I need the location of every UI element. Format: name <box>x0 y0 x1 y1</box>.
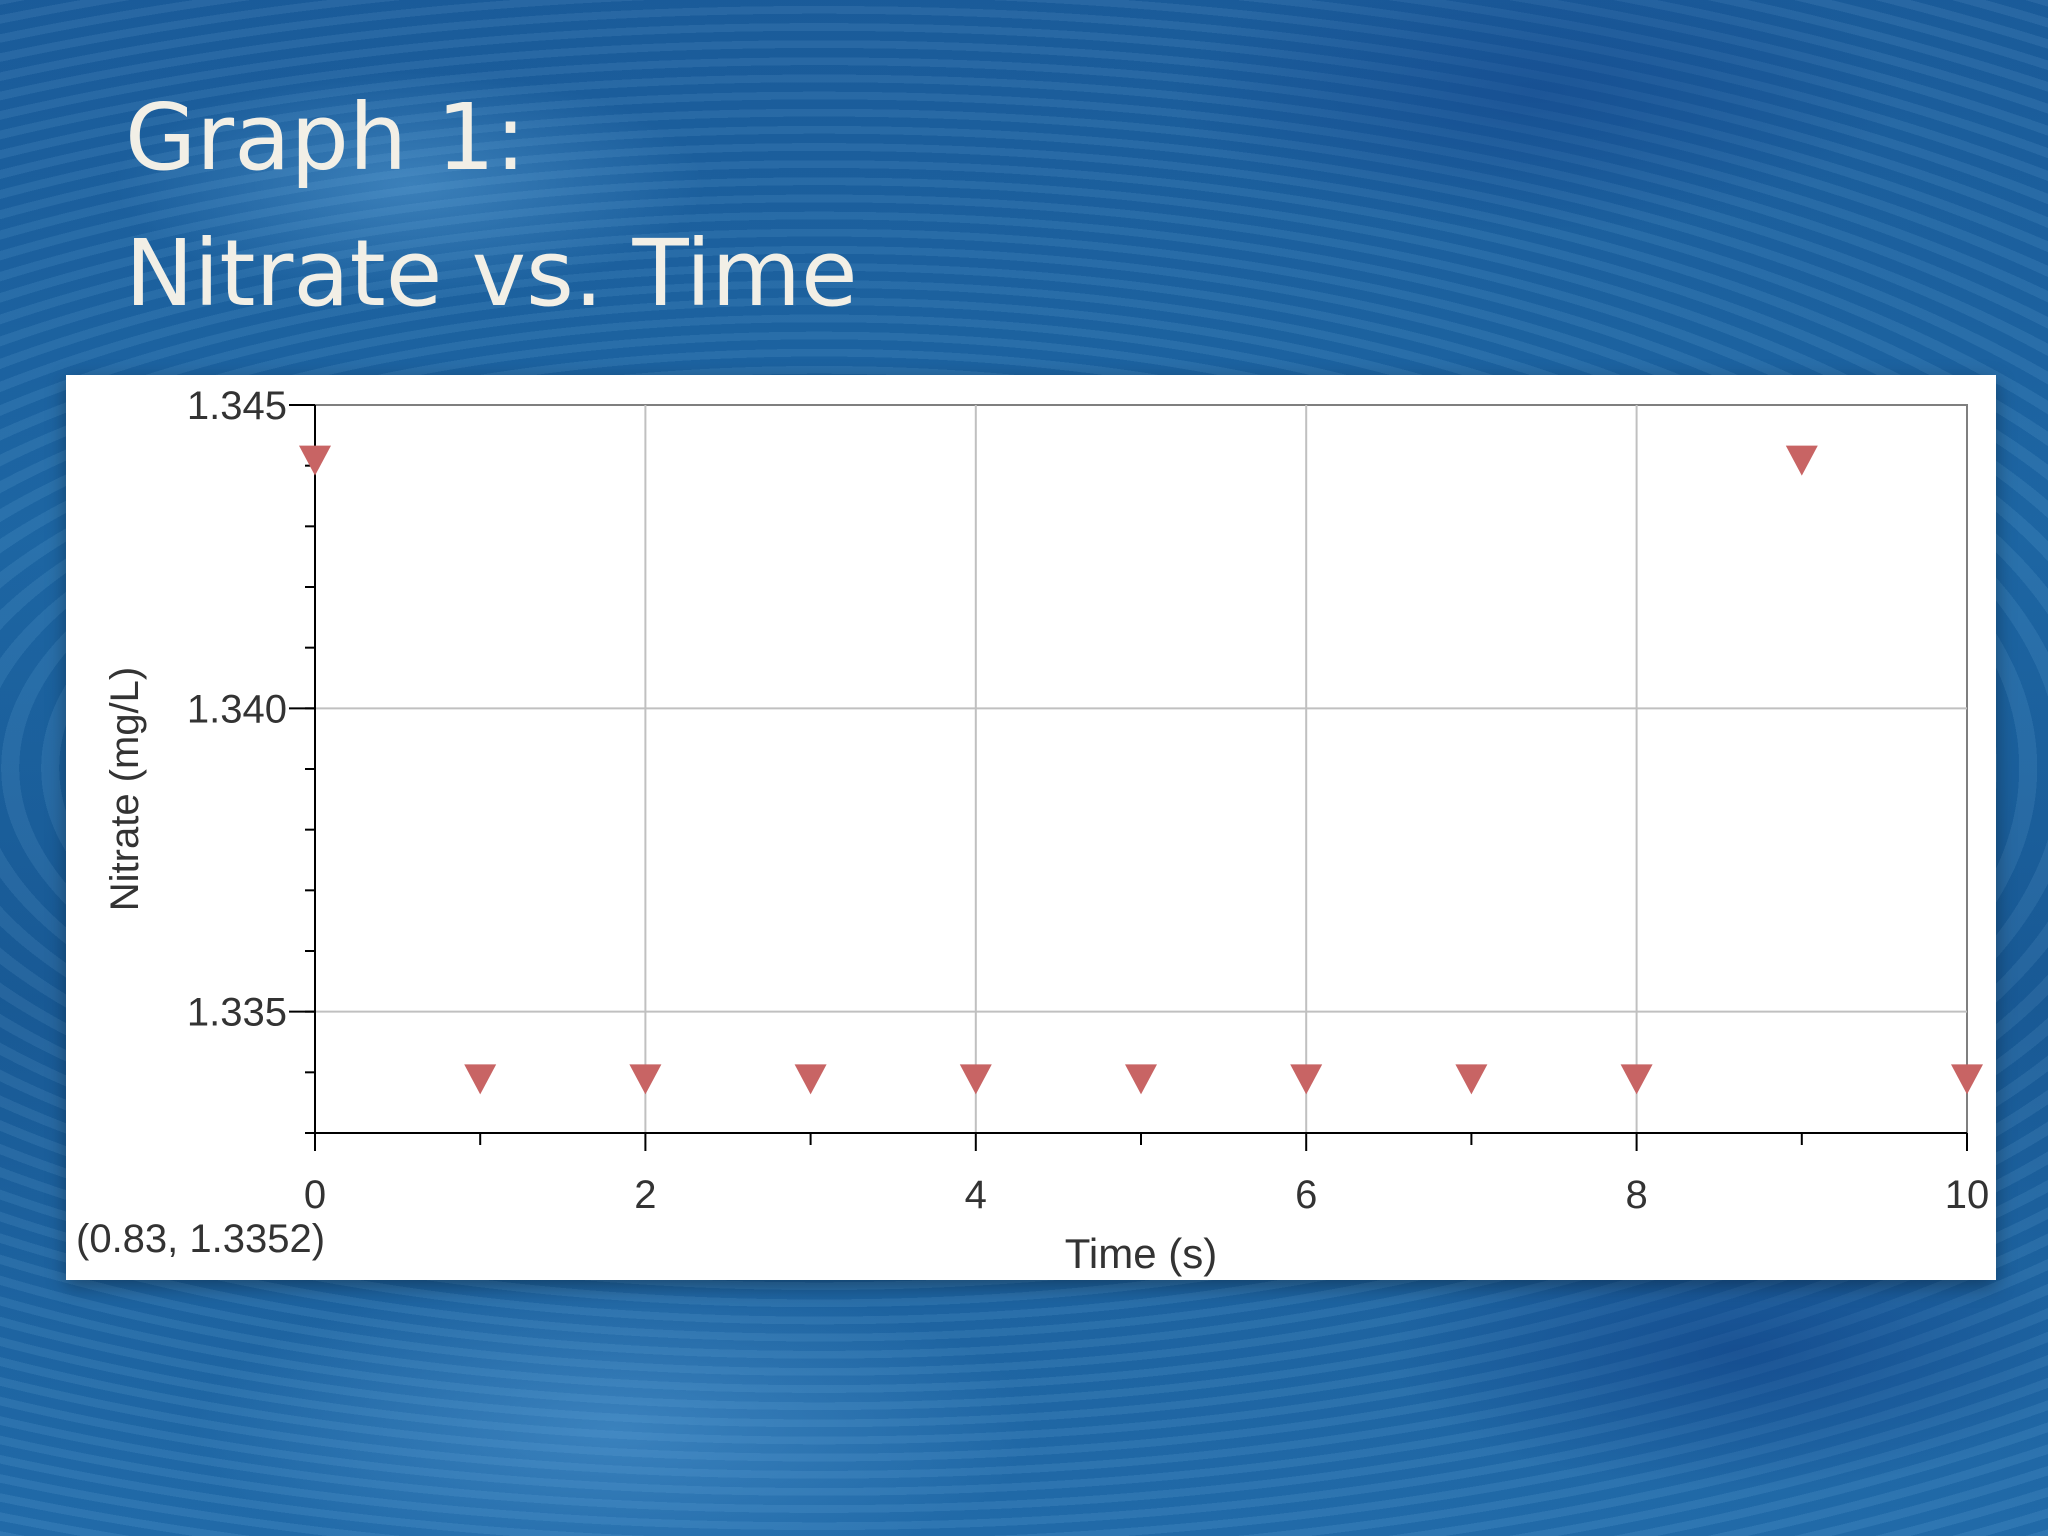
chart-panel: 0 2 4 6 8 10 1.335 1.340 1.345 Nitrate (mg/L) Time… <box>66 375 1996 1280</box>
data-point <box>299 445 331 476</box>
data-point <box>1951 1064 1983 1095</box>
cursor-readout: (0.83, 1.3352) <box>76 1217 325 1261</box>
data-point <box>464 1064 497 1095</box>
x-axis-title: Time (s) <box>1065 1230 1217 1277</box>
slide-title-line-2: Nitrate vs. Time <box>125 220 858 327</box>
data-point <box>629 1064 662 1095</box>
x-tick-label: 10 <box>1945 1173 1990 1217</box>
slide-title: Graph 1: Nitrate vs. Time <box>125 70 858 342</box>
x-tick-label: 6 <box>1295 1173 1317 1217</box>
x-tick-label: 2 <box>634 1173 656 1217</box>
y-tick-label: 1.335 <box>187 991 287 1035</box>
nitrate-time-chart[interactable]: 0 2 4 6 8 10 1.335 1.340 1.345 Nitrate (mg/L) Time… <box>66 375 1996 1280</box>
plot-frame <box>314 404 1968 1134</box>
data-point <box>959 1064 992 1095</box>
data-point <box>1455 1064 1488 1095</box>
y-axis-title: Nitrate (mg/L) <box>103 667 147 912</box>
data-point <box>1620 1064 1653 1095</box>
data-point <box>1290 1064 1323 1095</box>
data-point <box>1785 445 1818 476</box>
slide-title-line-1: Graph 1: <box>125 84 526 191</box>
x-tick-label: 0 <box>304 1173 326 1217</box>
data-point <box>794 1064 827 1095</box>
x-tick-label: 8 <box>1625 1173 1647 1217</box>
x-tick-label: 4 <box>965 1173 987 1217</box>
y-tick-label: 1.345 <box>187 384 287 428</box>
y-tick-label: 1.340 <box>187 687 287 731</box>
data-point <box>1125 1064 1157 1095</box>
